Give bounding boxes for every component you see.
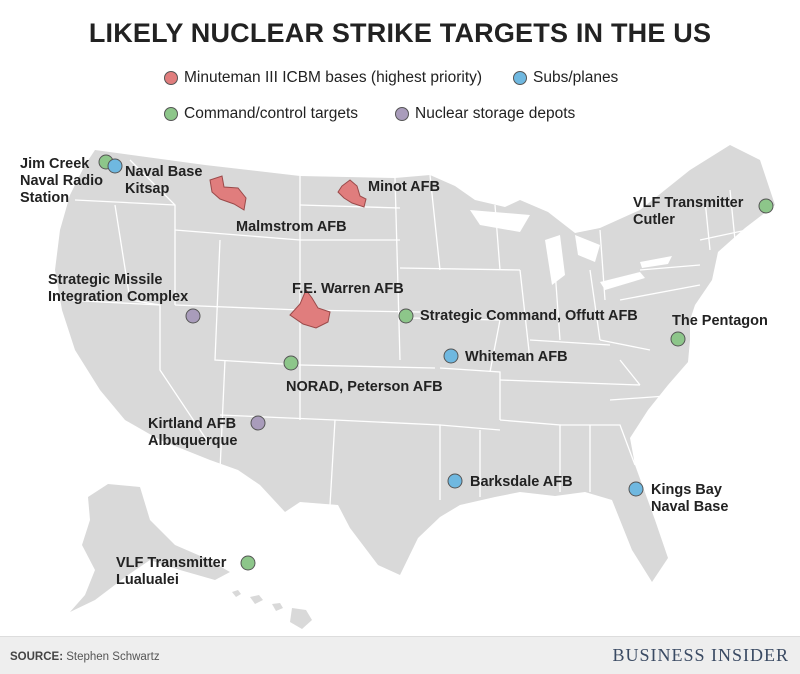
legend-label: Subs/planes [533,69,619,86]
fe-warren-label: F.E. Warren AFB [292,281,404,297]
malmstrom-afb-region [209,175,247,211]
lualualei-label: VLF Transmitter Lualualei [116,555,227,588]
kirtland-label: Kirtland AFB Albuquerque [148,416,237,449]
barksdale-marker [447,473,463,489]
legend-item-storage: Nuclear storage depots [395,105,575,123]
label-line: Kings Bay [651,482,722,498]
state-borders [64,159,771,506]
target-markers [98,154,774,571]
legend-label: Command/control targets [184,105,359,122]
strategic-missile-label: Strategic Missile Integration Complex [48,272,188,305]
pentagon-marker [670,331,686,347]
cutler-label: VLF Transmitter Cutler [633,195,744,228]
legend-item-subs: Subs/planes [513,69,618,87]
pentagon-label: The Pentagon [672,313,768,329]
legend-item-icbm: Minuteman III ICBM bases (highest priori… [164,69,482,87]
footer-bar [0,636,800,674]
great-lakes [470,210,672,290]
source-credit: SOURCE: Stephen Schwartz [10,651,160,663]
label-line: Integration Complex [48,289,188,305]
barksdale-label: Barksdale AFB [470,474,573,490]
label-line: Jim Creek [20,156,90,172]
map-title: LIKELY NUCLEAR STRIKE TARGETS IN THE US [88,18,712,48]
kirtland-marker [250,415,266,431]
icbm-dot-icon [164,71,178,85]
label-line: The Pentagon [672,313,768,329]
label-line: Naval Base [651,499,728,515]
command-dot-icon [164,107,178,121]
label-line: Strategic Missile [48,272,162,288]
label-line: VLF Transmitter [116,555,227,571]
kings-bay-marker [628,481,644,497]
label-line: Lualualei [116,572,179,588]
kitsap-label: Naval Base Kitsap [125,164,202,197]
label-line: Station [20,190,69,206]
label-line: NORAD, Peterson AFB [286,379,443,395]
whiteman-marker [443,348,459,364]
hawaii-islands [232,590,312,629]
legend-item-command: Command/control targets [164,105,358,123]
label-line: Malmstrom AFB [236,219,347,235]
label-line: Kitsap [125,181,169,197]
kitsap-marker [107,158,123,174]
label-line: Barksdale AFB [470,474,573,490]
label-line: Cutler [633,212,675,228]
norad-marker [283,355,299,371]
lualualei-marker [240,555,256,571]
label-line: Albuquerque [148,433,237,449]
label-line: F.E. Warren AFB [292,281,404,297]
alaska-landmass [70,484,230,612]
offutt-marker [398,308,414,324]
offutt-label: Strategic Command, Offutt AFB [420,308,638,324]
source-label: SOURCE: [10,651,64,663]
label-line: Naval Base [125,164,202,180]
minot-afb-region [337,179,367,208]
whiteman-label: Whiteman AFB [465,349,568,365]
label-line: Whiteman AFB [465,349,568,365]
fe-warren-afb-region [289,289,331,329]
business-insider-logo: BUSINESS INSIDER [612,645,789,665]
malmstrom-label: Malmstrom AFB [236,219,347,235]
storage-dot-icon [395,107,409,121]
cutler-marker [758,198,774,214]
strategic-missile-marker [185,308,201,324]
legend-label: Minuteman III ICBM bases (highest priori… [184,69,483,86]
label-line: Kirtland AFB [148,416,236,432]
minot-label: Minot AFB [368,179,440,195]
legend-label: Nuclear storage depots [415,105,576,122]
norad-label: NORAD, Peterson AFB [286,379,443,395]
label-line: Naval Radio [20,173,103,189]
label-line: Strategic Command, Offutt AFB [420,308,638,324]
jim-creek-label: Jim Creek Naval Radio Station [20,156,103,206]
kings-bay-label: Kings Bay Naval Base [651,482,728,515]
source-text: Stephen Schwartz [66,651,160,663]
label-line: Minot AFB [368,179,440,195]
label-line: VLF Transmitter [633,195,744,211]
subs-dot-icon [513,71,527,85]
